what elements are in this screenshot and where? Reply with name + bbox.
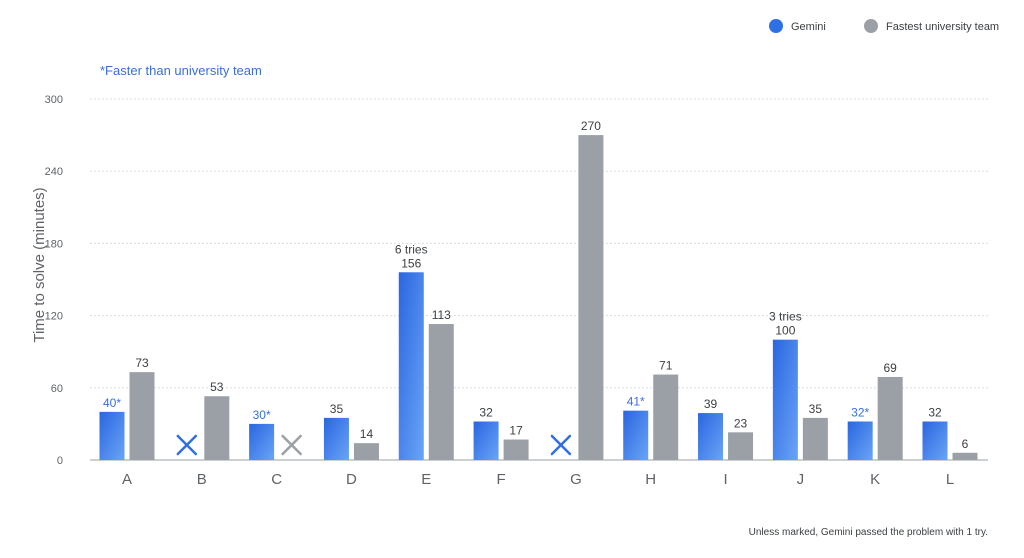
value-label: 35 bbox=[809, 402, 823, 416]
bar-gemini bbox=[698, 413, 724, 460]
x-tick-label: J bbox=[797, 471, 805, 488]
x-tick-label: A bbox=[122, 471, 132, 488]
bar-university bbox=[578, 135, 604, 460]
x-tick-label: F bbox=[497, 471, 506, 488]
x-tick-label: G bbox=[570, 471, 582, 488]
y-tick-label: 300 bbox=[45, 94, 63, 106]
value-label: 14 bbox=[360, 427, 374, 441]
bar-university bbox=[728, 432, 754, 460]
value-label: 23 bbox=[734, 416, 748, 430]
bar-university bbox=[802, 417, 828, 460]
x-tick-label: D bbox=[346, 471, 357, 488]
value-label: 39 bbox=[704, 397, 718, 411]
bar-university bbox=[204, 396, 230, 460]
value-label: 32 bbox=[479, 405, 493, 419]
x-tick-label: H bbox=[645, 471, 656, 488]
value-label: 73 bbox=[135, 356, 149, 370]
legend-swatch-gemini bbox=[769, 19, 783, 33]
x-tick-label: E bbox=[421, 471, 431, 488]
value-label: 32 bbox=[928, 405, 942, 419]
bar-university bbox=[653, 374, 679, 460]
bar-gemini bbox=[623, 410, 649, 460]
gridlines bbox=[90, 98, 988, 389]
gemini-failed-x-icon bbox=[176, 434, 198, 456]
y-tick-label: 0 bbox=[57, 455, 63, 467]
bar-university bbox=[428, 324, 454, 460]
y-tick-labels: 0 60 120 180 240 300 bbox=[45, 94, 63, 467]
y-tick-label: 180 bbox=[45, 238, 63, 250]
value-label: 270 bbox=[581, 119, 601, 133]
value-label: 113 bbox=[432, 308, 451, 322]
x-tick-label: L bbox=[946, 471, 954, 488]
legend: Gemini Fastest university team bbox=[769, 19, 999, 33]
y-tick-label: 60 bbox=[51, 383, 63, 395]
bar-university bbox=[503, 439, 529, 460]
bar-gemini bbox=[99, 411, 125, 460]
bar-gemini bbox=[922, 421, 948, 460]
legend-label-university: Fastest university team bbox=[886, 21, 999, 33]
bar-gemini bbox=[249, 423, 275, 460]
value-label: 100 bbox=[775, 324, 795, 338]
value-label: 30* bbox=[253, 408, 271, 422]
bar-university bbox=[877, 376, 903, 460]
value-label: 35 bbox=[330, 402, 344, 416]
value-label: 69 bbox=[884, 361, 898, 375]
value-label: 41* bbox=[627, 395, 645, 409]
y-tick-label: 120 bbox=[45, 311, 63, 323]
bar-gemini bbox=[323, 417, 349, 460]
bar-university bbox=[952, 452, 978, 460]
value-label: 6 bbox=[962, 437, 969, 451]
value-label: 40* bbox=[103, 396, 121, 410]
y-tick-label: 240 bbox=[45, 166, 63, 178]
x-tick-label: K bbox=[870, 471, 880, 488]
y-axis-label: Time to solve (minutes) bbox=[31, 187, 48, 342]
bars bbox=[99, 135, 978, 460]
legend-swatch-university bbox=[864, 19, 878, 33]
footnote: Unless marked, Gemini passed the problem… bbox=[749, 527, 988, 538]
bar-university bbox=[353, 443, 379, 460]
x-tick-label: I bbox=[723, 471, 727, 488]
value-label: 71 bbox=[659, 359, 673, 373]
legend-label-gemini: Gemini bbox=[791, 21, 826, 33]
bar-gemini bbox=[398, 272, 424, 460]
x-tick-label: B bbox=[197, 471, 207, 488]
x-tick-label: C bbox=[271, 471, 282, 488]
value-label: 156 bbox=[401, 256, 421, 270]
bar-gemini bbox=[772, 339, 798, 460]
value-label: 32* bbox=[851, 405, 869, 419]
faster-note: *Faster than university team bbox=[100, 63, 262, 78]
bar-gemini bbox=[847, 421, 873, 460]
x-tick-labels: A B C D E F G H I J K L bbox=[122, 471, 954, 488]
value-label: 53 bbox=[210, 380, 224, 394]
bar-gemini bbox=[473, 421, 499, 460]
tries-note: 3 tries bbox=[769, 310, 802, 324]
tries-note: 6 tries bbox=[395, 242, 428, 256]
value-label: 17 bbox=[509, 424, 523, 438]
gemini-failed-x-icon bbox=[550, 434, 572, 456]
bar-university bbox=[129, 372, 155, 460]
university-failed-x-icon bbox=[281, 434, 302, 456]
